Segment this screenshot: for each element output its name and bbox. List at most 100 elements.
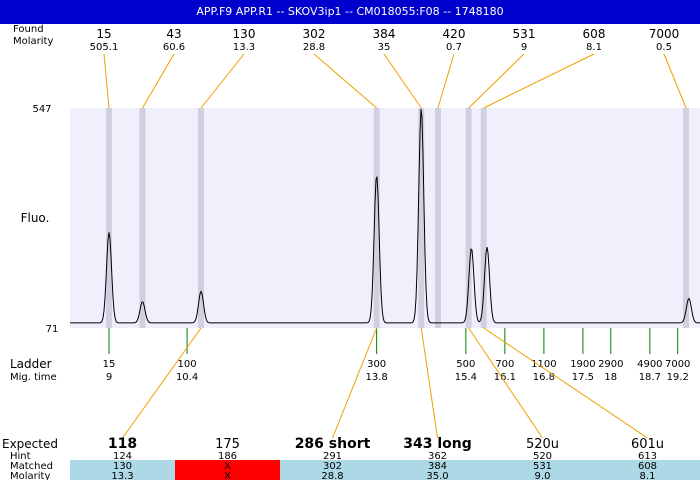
ladder-mig-time-label: 18 bbox=[604, 372, 617, 383]
found-molarity-label: 0.5 bbox=[656, 42, 672, 53]
found-connector bbox=[142, 53, 175, 109]
ladder-row-label: Ladder bbox=[10, 357, 52, 371]
ladder-size-label: 1900 bbox=[570, 359, 595, 370]
matched-value: 384 bbox=[428, 461, 447, 472]
ladder-mig-time-label: 17.5 bbox=[572, 372, 594, 383]
found-connector bbox=[483, 53, 595, 109]
hint-value: 520 bbox=[533, 451, 552, 462]
found-connector bbox=[313, 53, 377, 109]
peak-band bbox=[683, 108, 690, 328]
found-size-label: 130 bbox=[233, 27, 256, 41]
found-connector bbox=[468, 53, 525, 109]
peak-band bbox=[418, 108, 425, 328]
found-connector bbox=[103, 53, 110, 109]
found-size-label: 43 bbox=[166, 27, 181, 41]
found-size-label: 531 bbox=[513, 27, 536, 41]
molarity-value: 35.0 bbox=[426, 471, 448, 480]
found-molarity-label: 13.3 bbox=[233, 42, 255, 53]
matched-value: 608 bbox=[638, 461, 657, 472]
expected-label: 118 bbox=[108, 436, 137, 452]
molarity-value: 8.1 bbox=[640, 471, 656, 480]
y-axis-label: Fluo. bbox=[21, 211, 50, 225]
ladder-mig-time-label: 9 bbox=[106, 372, 112, 383]
peak-band bbox=[480, 108, 487, 328]
ladder-mig-time-label: 13.8 bbox=[366, 372, 388, 383]
expected-connector bbox=[468, 327, 543, 439]
expected-connector bbox=[332, 327, 378, 439]
y-tick-label: 71 bbox=[46, 324, 59, 335]
molarity-value: 13.3 bbox=[111, 471, 133, 480]
peak-band bbox=[198, 108, 205, 328]
y-tick-label: 547 bbox=[32, 104, 51, 115]
hint-value: 124 bbox=[113, 451, 132, 462]
expected-connector bbox=[483, 327, 648, 439]
window-title: APP.F9 APP.R1 -- SKOV3ip1 -- CM018055:F0… bbox=[0, 0, 700, 24]
expected-connector bbox=[420, 327, 438, 439]
ladder-mig-time-label: 18.7 bbox=[639, 372, 661, 383]
found-molarity-label: 505.1 bbox=[90, 42, 119, 53]
hint-value: 186 bbox=[218, 451, 237, 462]
peak-band bbox=[139, 108, 146, 328]
hint-row-label: Hint bbox=[10, 451, 31, 462]
found-connector bbox=[200, 53, 245, 109]
matched-value: 302 bbox=[323, 461, 342, 472]
fluorescence-trace bbox=[70, 108, 700, 324]
ladder-mig-time-label: 10.4 bbox=[176, 372, 198, 383]
found-connector bbox=[437, 53, 455, 109]
found-molarity-label: 35 bbox=[378, 42, 391, 53]
ladder-size-label: 300 bbox=[367, 359, 386, 370]
found-molarity-label: 28.8 bbox=[303, 42, 325, 53]
matched-value: X bbox=[224, 461, 231, 472]
peak-band bbox=[465, 108, 472, 328]
expected-label: 343 long bbox=[403, 436, 472, 452]
molarity-value: 9.0 bbox=[535, 471, 551, 480]
expected-label: 601u bbox=[631, 437, 664, 452]
found-molarity-label: 60.6 bbox=[163, 42, 185, 53]
expected-row-label: Expected bbox=[2, 437, 58, 451]
ladder-mig-time-label: 19.2 bbox=[667, 372, 689, 383]
molarity-value: X bbox=[224, 471, 231, 480]
found-connector bbox=[663, 53, 687, 109]
expected-label: 175 bbox=[215, 437, 240, 452]
matched-value: 130 bbox=[113, 461, 132, 472]
found-molarity-label: 9 bbox=[521, 42, 527, 53]
found-size-label: 608 bbox=[583, 27, 606, 41]
ladder-size-label: 500 bbox=[456, 359, 475, 370]
table-background bbox=[70, 460, 700, 480]
missing-cell bbox=[175, 460, 280, 480]
hint-value: 362 bbox=[428, 451, 447, 462]
ladder-mig-time-label: 16.8 bbox=[533, 372, 555, 383]
hint-value: 613 bbox=[638, 451, 657, 462]
molarity-row-label: Molarity bbox=[13, 36, 53, 47]
matched-row-label: Matched bbox=[10, 461, 53, 472]
found-molarity-label: 8.1 bbox=[586, 42, 602, 53]
ladder-size-label: 7000 bbox=[665, 359, 690, 370]
found-molarity-label: 0.7 bbox=[446, 42, 462, 53]
peak-band bbox=[434, 108, 441, 328]
ladder-size-label: 4900 bbox=[637, 359, 662, 370]
molarity-table-row-label: Molarity bbox=[10, 471, 50, 480]
found-row-label: Found bbox=[13, 24, 44, 35]
ladder-size-label: 2900 bbox=[598, 359, 623, 370]
found-connector bbox=[383, 53, 422, 109]
found-size-label: 302 bbox=[303, 27, 326, 41]
ladder-mig-time-label: 15.4 bbox=[455, 372, 477, 383]
ladder-size-label: 15 bbox=[103, 359, 116, 370]
found-size-label: 420 bbox=[443, 27, 466, 41]
mig-time-row-label: Mig. time bbox=[10, 372, 57, 383]
ladder-size-label: 700 bbox=[495, 359, 514, 370]
ladder-size-label: 1100 bbox=[531, 359, 556, 370]
hint-value: 291 bbox=[323, 451, 342, 462]
peak-band bbox=[373, 108, 380, 328]
ladder-size-label: 100 bbox=[178, 359, 197, 370]
molarity-value: 28.8 bbox=[321, 471, 343, 480]
plot-area bbox=[70, 108, 700, 328]
matched-value: 531 bbox=[533, 461, 552, 472]
found-size-label: 384 bbox=[373, 27, 396, 41]
found-size-label: 7000 bbox=[649, 27, 680, 41]
expected-connector bbox=[122, 327, 202, 439]
expected-label: 286 short bbox=[295, 436, 371, 452]
ladder-mig-time-label: 16.1 bbox=[494, 372, 516, 383]
expected-label: 520u bbox=[526, 437, 559, 452]
